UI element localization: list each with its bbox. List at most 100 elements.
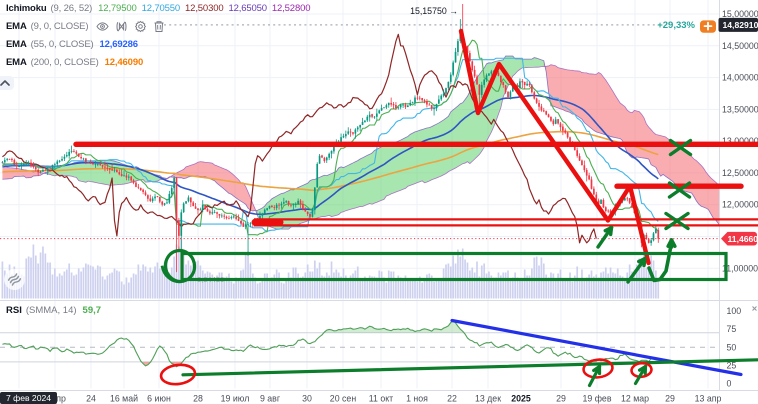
ichimoku-values: 12,79500 12,70550 12,50300 12,65050 12,52800	[98, 3, 310, 14]
chevron-up-icon	[0, 80, 10, 86]
time-axis-label: 24	[86, 394, 96, 404]
red-ellipse-highlight[interactable]	[630, 361, 653, 379]
spanB-line	[2, 64, 720, 230]
indicator-params: (9, 0, CLOSE)	[30, 20, 89, 32]
high-price-label: 15,15750 →	[410, 6, 458, 16]
indicator-title: Ichimoku	[6, 2, 47, 14]
ichimoku-value: 12,50300	[185, 2, 224, 14]
ichimoku-value: 12,65050	[228, 2, 267, 14]
time-axis-label: 12 мар	[621, 394, 649, 404]
rsi-axis-label: 75	[727, 324, 737, 334]
price-axis-label: 15,00000	[722, 9, 758, 19]
rsi-green-arrow[interactable]	[587, 364, 602, 388]
time-axis-label: 9 авг	[260, 394, 280, 404]
spanA-line	[2, 55, 720, 226]
legend-action-icons	[96, 20, 165, 33]
legend-row-ema55[interactable]: EMA (55, 0, CLOSE) 12,69286	[6, 35, 310, 53]
time-axis-label: 19 фев	[582, 394, 611, 404]
indicator-title: EMA	[6, 56, 27, 68]
time-axis-label: 28	[193, 394, 203, 404]
tradingview-watermark-logo	[4, 269, 25, 290]
time-axis-label: 20 сен	[330, 394, 357, 404]
price-axis-label: 13,50000	[722, 104, 758, 114]
hand-drawn-annotations[interactable]	[73, 28, 758, 388]
rsi-value: 59,7	[82, 304, 102, 316]
time-badge-label: 7 фев 2024	[6, 393, 51, 403]
indicator-params: (SMMA, 14)	[25, 304, 77, 316]
legend-row-ichimoku[interactable]: Ichimoku (9, 26, 52) 12,79500 12,70550 12,…	[6, 0, 311, 17]
legend-row-ema9[interactable]: EMA (9, 0, CLOSE)	[6, 17, 310, 35]
legend-row-ema200[interactable]: EMA (200, 0, CLOSE) 12,46090	[6, 53, 310, 71]
red-ellipse-highlight[interactable]	[159, 363, 197, 386]
time-axis-label: 6 июн	[147, 394, 171, 404]
indicator-title: EMA	[6, 20, 27, 32]
indicator-title: RSI	[6, 304, 22, 316]
indicator-lines	[2, 33, 659, 244]
time-axis-label: 29	[556, 394, 566, 404]
pane-close-icon	[752, 306, 757, 311]
price-axis-label: 14,00000	[722, 73, 758, 83]
indicator-title: EMA	[6, 38, 27, 50]
rsi-axis-label: 100	[727, 306, 742, 316]
alert-price-badge	[718, 17, 758, 32]
rsi-green-arrow[interactable]	[633, 364, 648, 386]
indicator-params: (9, 26, 52)	[50, 2, 93, 14]
rsi-green-trendline[interactable]	[181, 358, 758, 377]
red-ellipse-highlight[interactable]	[582, 358, 614, 379]
rsi-legend[interactable]: RSI (SMMA, 14) 59,7	[6, 304, 101, 316]
pane-collapse-button[interactable]	[0, 76, 14, 90]
indicator-params: (200, 0, CLOSE)	[30, 56, 99, 68]
time-axis-label: 22	[447, 394, 457, 404]
price-lines	[0, 24, 721, 240]
gear-icon[interactable]	[134, 20, 147, 33]
ichimoku-value: 12,70550	[141, 2, 181, 14]
green-swoosh-arrow[interactable]	[647, 238, 677, 283]
green-x-mark[interactable]	[668, 138, 693, 157]
alert-badge-label: 14,82910	[723, 20, 758, 30]
last-price-badge	[721, 231, 757, 246]
candles	[1, 3, 660, 273]
time-axis-label: 13 апр	[695, 394, 722, 404]
ema55-value: 12,69286	[99, 38, 139, 50]
eye-icon[interactable]	[96, 20, 109, 33]
plus-icon	[703, 21, 713, 31]
chikou-line	[2, 33, 597, 244]
last-price-label: 11,46600	[728, 234, 758, 244]
trash-icon[interactable]	[153, 20, 165, 33]
green-circle-highlight[interactable]	[160, 248, 198, 285]
disabled-source-icon[interactable]	[115, 20, 128, 33]
time-axis-label: 30	[302, 394, 312, 404]
add-alert-button[interactable]	[700, 20, 716, 33]
rsi-blue-trendline[interactable]	[450, 318, 743, 377]
indicator-legend: Ichimoku (9, 26, 52) 12,79500 12,70550 12,…	[6, 0, 311, 71]
green-arrow[interactable]	[626, 256, 647, 284]
green-x-mark[interactable]	[664, 211, 690, 231]
rsi-line	[2, 319, 659, 368]
price-axis-label: 11,00000	[722, 263, 758, 273]
time-axis-label: 13 дек	[475, 394, 501, 404]
rsi-pane	[0, 319, 720, 368]
price-axis-label: 13,00000	[722, 136, 758, 146]
time-axis-label: 16 май	[110, 394, 138, 404]
price-axis-label: 12,50000	[722, 168, 758, 178]
indicator-params: (55, 0, CLOSE)	[30, 38, 94, 50]
time-axis-label: 29	[665, 394, 675, 404]
rsi-axis-label: 25	[727, 361, 737, 371]
time-axis-label: 1 ноя	[406, 394, 428, 404]
waves-logo-icon	[7, 273, 22, 286]
rsi-axis-label: 0	[727, 379, 732, 389]
ema200-value: 12,46090	[104, 56, 144, 68]
price-axis-label: 12,00000	[722, 200, 758, 210]
ichimoku-value: 12,52800	[271, 2, 311, 14]
time-axis-start-badge	[0, 392, 57, 404]
percent-change-label: +29,33%	[657, 20, 695, 31]
green-x-mark[interactable]	[667, 181, 692, 199]
time-axis-label: 2025	[511, 394, 531, 404]
green-arrow[interactable]	[596, 225, 614, 249]
red-zigzag-projection[interactable]	[458, 28, 651, 266]
green-support-zone-box[interactable]	[180, 251, 728, 282]
time-axis-label: 19 июл	[221, 394, 250, 404]
time-axis-label: 11 окт	[369, 394, 393, 404]
